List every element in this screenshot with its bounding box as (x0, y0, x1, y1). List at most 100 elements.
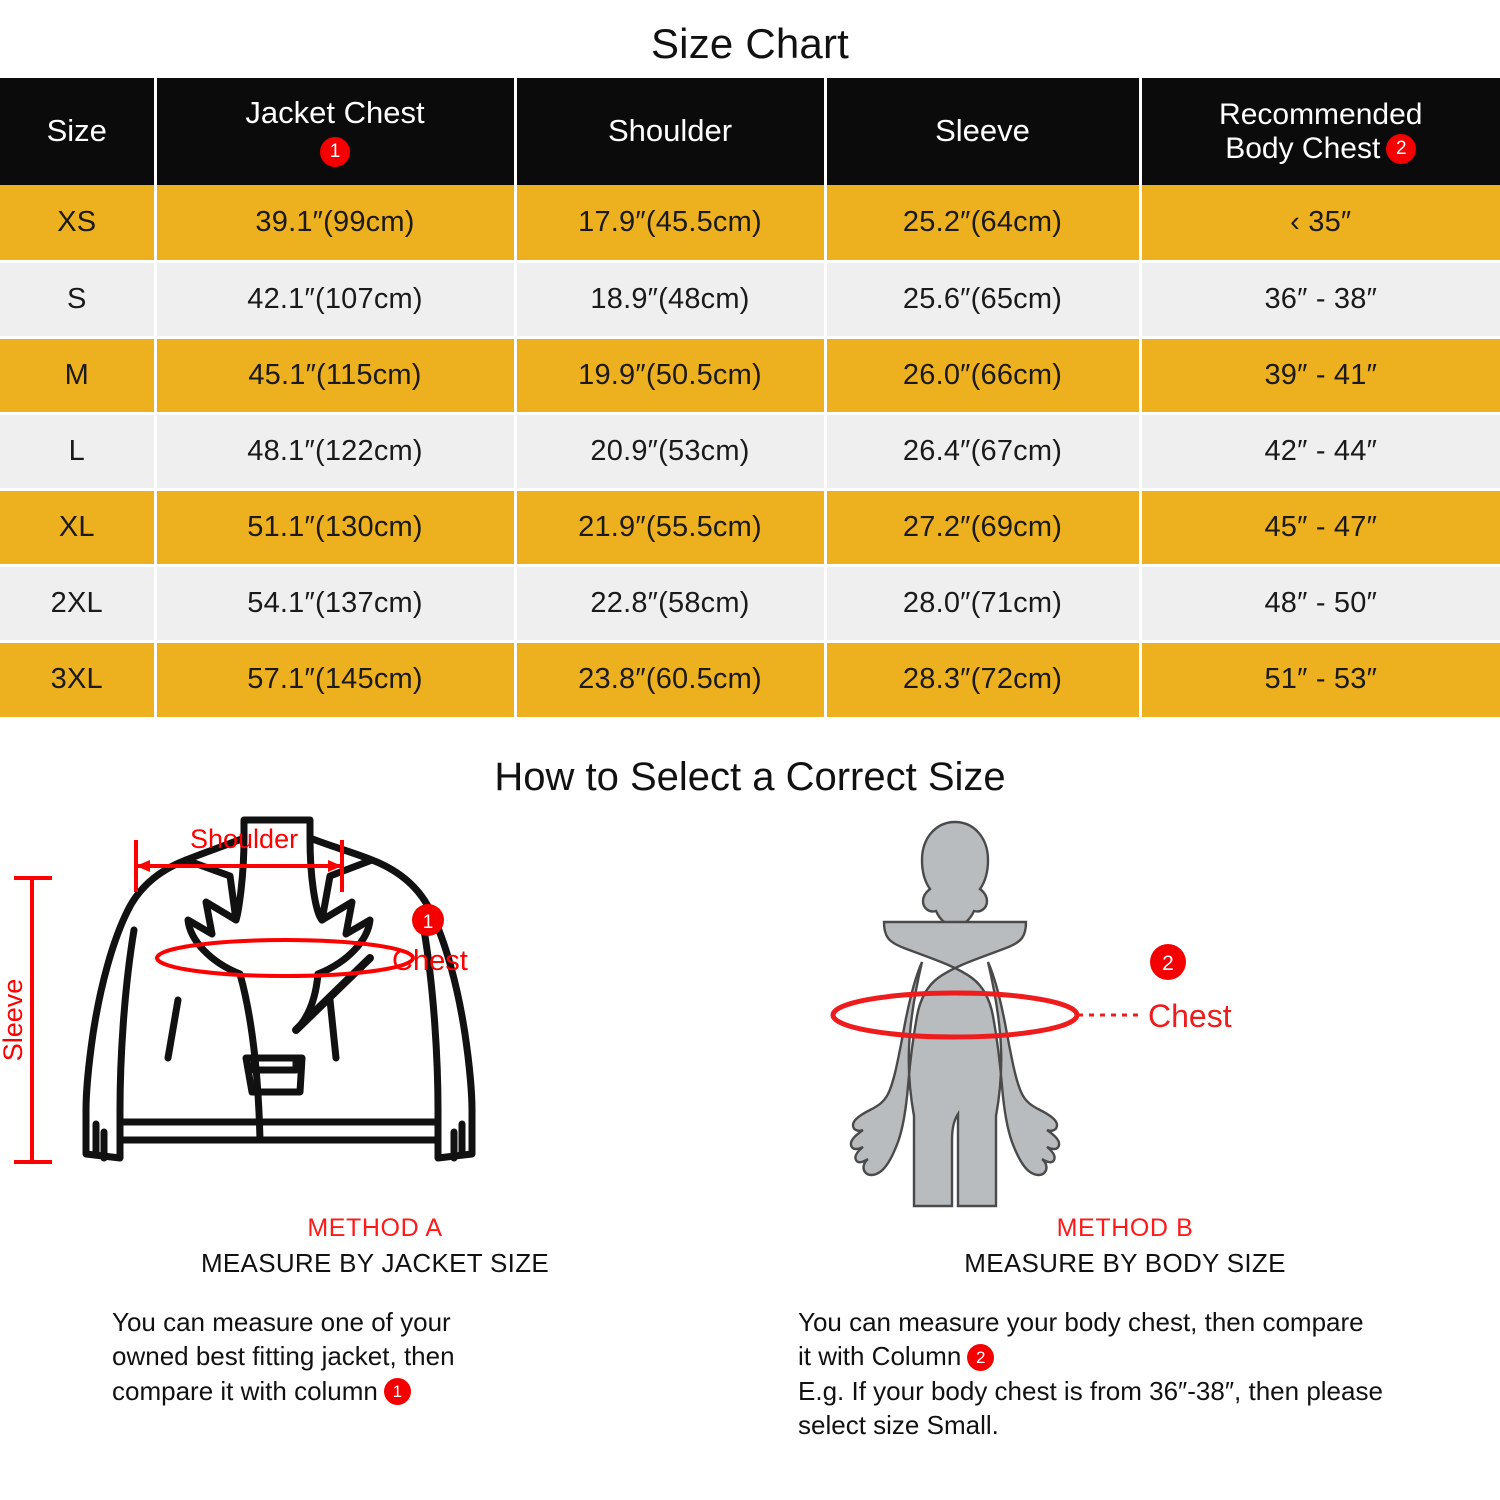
shoulder-annotation-label: Shoulder (190, 824, 298, 854)
cell-body-chest: 39″ - 41″ (1140, 337, 1500, 415)
column-header-shoulder-label: Shoulder (607, 113, 733, 149)
table-row: XS 39.1″(99cm) 17.9″(45.5cm) 25.2″(64cm)… (0, 185, 1500, 263)
column-header-jacket-chest: Jacket Chest 1 (155, 78, 517, 185)
jacket-illustration-svg: Shoulder Sleeve 1 Chest (0, 816, 476, 1164)
body-chest-measure-ellipse (830, 990, 1080, 1040)
chest-measure-ellipse (155, 938, 415, 978)
cell-size: S (0, 261, 157, 339)
method-a-desc-line2: owned best fitting jacket, then (112, 1341, 455, 1372)
method-a-subtitle: MEASURE BY JACKET SIZE (200, 1248, 550, 1278)
table-row: S 42.1″(107cm) 18.9″(48cm) 25.6″(65cm) 3… (0, 261, 1500, 339)
chest-badge-two-label: 2 (1162, 952, 1174, 975)
section-title: How to Select a Correct Size (494, 755, 1006, 799)
shoulder-measure-line (134, 840, 344, 892)
column-header-body-chest-line2-wrap: Body Chest 2 (1225, 131, 1417, 165)
cell-size: 3XL (0, 641, 157, 717)
cell-jacket-chest: 51.1″(130cm) (155, 489, 517, 567)
method-b-desc-line3: E.g. If your body chest is from 36″-38″,… (798, 1375, 1383, 1406)
column-header-sleeve: Sleeve (825, 78, 1142, 185)
column-header-size-label: Size (46, 113, 107, 149)
table-row: M 45.1″(115cm) 19.9″(50.5cm) 26.0″(66cm)… (0, 337, 1500, 415)
cell-shoulder: 21.9″(55.5cm) (515, 489, 827, 567)
cell-size: XS (0, 185, 157, 263)
cell-jacket-chest: 57.1″(145cm) (155, 641, 517, 717)
page-title: Size Chart (650, 20, 850, 67)
table-header: Size Jacket Chest 1 Shoulder Sleeve Reco… (0, 78, 1500, 185)
cell-jacket-chest: 48.1″(122cm) (155, 413, 517, 491)
cell-body-chest: 51″ - 53″ (1140, 641, 1500, 717)
method-b-desc-line1: You can measure your body chest, then co… (798, 1307, 1364, 1337)
method-a-description: You can measure one of your owned best f… (0, 1305, 750, 1408)
column-header-body-chest-line1: Recommended (1219, 97, 1423, 131)
method-b-desc-line2-wrap: it with Column 2 (798, 1339, 1460, 1373)
size-chart-table: Size Jacket Chest 1 Shoulder Sleeve Reco… (0, 78, 1500, 717)
cell-sleeve: 26.0″(66cm) (825, 337, 1142, 415)
cell-body-chest: ‹ 35″ (1140, 185, 1500, 263)
table-header-row: Size Jacket Chest 1 Shoulder Sleeve Reco… (0, 78, 1500, 185)
cell-jacket-chest: 39.1″(99cm) (155, 185, 517, 263)
cell-size: L (0, 413, 157, 491)
column-header-jacket-chest-label: Jacket Chest (245, 95, 425, 131)
method-b-desc-line4: select size Small. (798, 1409, 999, 1440)
column-header-size: Size (0, 78, 157, 185)
chest-badge-one-label: 1 (423, 912, 434, 933)
male-body-silhouette-icon (849, 820, 1061, 1208)
methods-container: Shoulder Sleeve 1 Chest METH (0, 810, 1500, 1442)
cell-body-chest: 45″ - 47″ (1140, 489, 1500, 567)
cell-jacket-chest: 54.1″(137cm) (155, 565, 517, 643)
cell-shoulder: 23.8″(60.5cm) (515, 641, 827, 717)
table-row: XL 51.1″(130cm) 21.9″(55.5cm) 27.2″(69cm… (0, 489, 1500, 567)
column-header-shoulder: Shoulder (515, 78, 827, 185)
body-diagram: 2 Chest (750, 810, 1500, 1210)
cell-body-chest: 36″ - 38″ (1140, 261, 1500, 339)
jacket-diagram: Shoulder Sleeve 1 Chest (0, 810, 750, 1210)
cell-sleeve: 28.3″(72cm) (825, 641, 1142, 717)
sleeve-measure-line (14, 876, 52, 1164)
method-b-label: METHOD B (1056, 1214, 1194, 1242)
chest-annotation-label-b: Chest (1148, 998, 1232, 1034)
jacket-outline-icon (82, 816, 476, 1162)
cell-sleeve: 26.4″(67cm) (825, 413, 1142, 491)
method-b-panel: 2 Chest METHOD B MEASURE BY BODY SIZE Yo… (750, 810, 1500, 1442)
cell-shoulder: 18.9″(48cm) (515, 261, 827, 339)
method-a-badge-one-icon: 1 (383, 1378, 411, 1406)
table-row: 2XL 54.1″(137cm) 22.8″(58cm) 28.0″(71cm)… (0, 565, 1500, 643)
method-a-panel: Shoulder Sleeve 1 Chest METH (0, 810, 750, 1442)
method-b-desc-line2: it with Column (798, 1341, 962, 1372)
cell-sleeve: 25.2″(64cm) (825, 185, 1142, 263)
cell-sleeve: 27.2″(69cm) (825, 489, 1142, 567)
table-row: 3XL 57.1″(145cm) 23.8″(60.5cm) 28.3″(72c… (0, 641, 1500, 717)
chest-badge-one-icon (412, 904, 444, 936)
chest-annotation-label-a: Chest (392, 945, 468, 977)
cell-body-chest: 48″ - 50″ (1140, 565, 1500, 643)
cell-size: 2XL (0, 565, 157, 643)
method-b-badge-two-icon: 2 (967, 1343, 995, 1371)
table-row: L 48.1″(122cm) 20.9″(53cm) 26.4″(67cm) 4… (0, 413, 1500, 491)
table-body: XS 39.1″(99cm) 17.9″(45.5cm) 25.2″(64cm)… (0, 185, 1500, 717)
sleeve-annotation-label: Sleeve (0, 979, 28, 1062)
cell-jacket-chest: 42.1″(107cm) (155, 261, 517, 339)
method-b-subtitle: MEASURE BY BODY SIZE (964, 1248, 1286, 1278)
cell-shoulder: 17.9″(45.5cm) (515, 185, 827, 263)
cell-jacket-chest: 45.1″(115cm) (155, 337, 517, 415)
cell-shoulder: 22.8″(58cm) (515, 565, 827, 643)
cell-shoulder: 19.9″(50.5cm) (515, 337, 827, 415)
column-header-body-chest: Recommended Body Chest 2 (1140, 78, 1500, 185)
column-header-sleeve-label: Sleeve (935, 113, 1030, 149)
method-a-desc-line3: compare it with column (112, 1375, 378, 1406)
method-a-desc-line3-wrap: compare it with column 1 (112, 1374, 710, 1408)
cell-shoulder: 20.9″(53cm) (515, 413, 827, 491)
badge-one-icon: 1 (320, 136, 350, 167)
column-header-body-chest-line2: Body Chest (1225, 131, 1381, 165)
body-illustration-svg: 2 Chest (830, 820, 1232, 1208)
method-b-description: You can measure your body chest, then co… (750, 1305, 1500, 1442)
cell-size: XL (0, 489, 157, 567)
cell-body-chest: 42″ - 44″ (1140, 413, 1500, 491)
cell-sleeve: 28.0″(71cm) (825, 565, 1142, 643)
method-a-desc-line1: You can measure one of your (112, 1307, 451, 1337)
cell-sleeve: 25.6″(65cm) (825, 261, 1142, 339)
method-a-label: METHOD A (307, 1214, 443, 1242)
badge-two-icon: 2 (1386, 133, 1417, 164)
cell-size: M (0, 337, 157, 415)
